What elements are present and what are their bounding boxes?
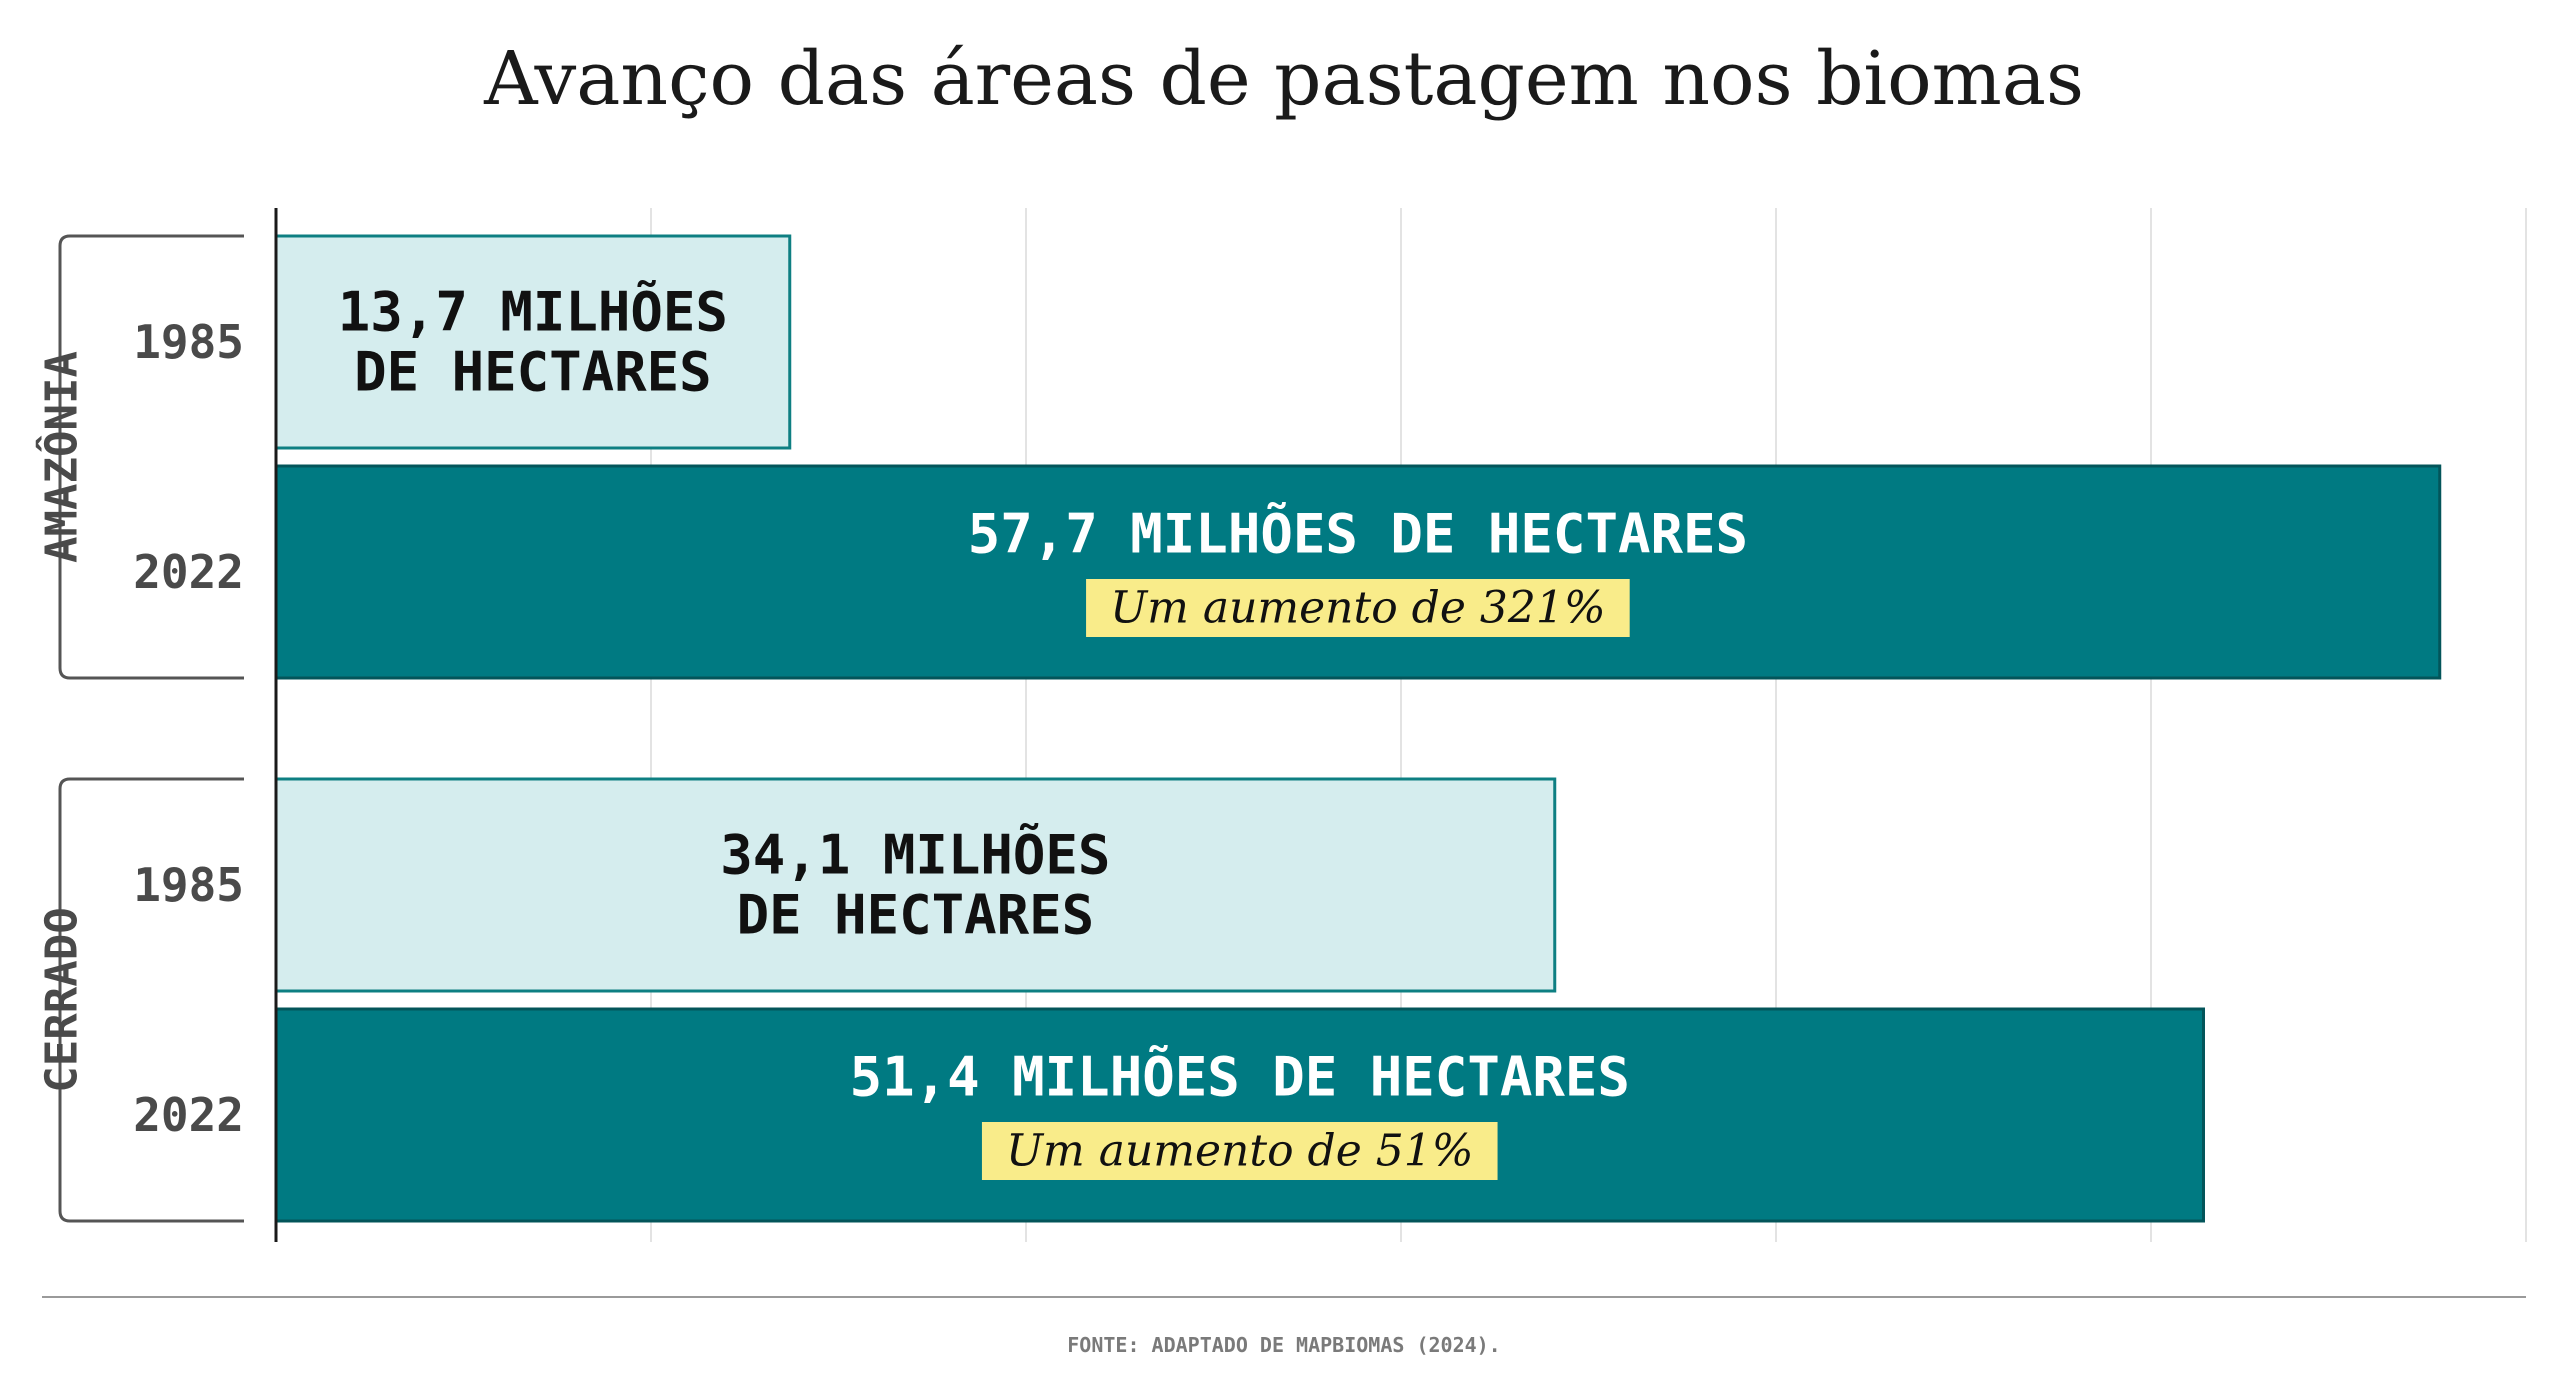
bar-cerrado-2022	[274, 1007, 2205, 1223]
bar-value-label: 51,4 MILHÕES DE HECTARES	[850, 1046, 1630, 1109]
year-label: 2022	[133, 1088, 244, 1142]
bar-amazônia-1985	[274, 234, 792, 450]
bar-cerrado-1985	[274, 777, 1557, 993]
bar-value-label: 57,7 MILHÕES DE HECTARES	[968, 503, 1748, 566]
bar-value-label: 13,7 MILHÕES	[338, 281, 728, 344]
bar-value-label: 34,1 MILHÕES	[720, 824, 1110, 887]
group-label: CERRADO	[37, 907, 88, 1092]
bar-value-label: DE HECTARES	[737, 884, 1095, 947]
group-bracket-1	[58, 777, 244, 1223]
increase-highlight	[981, 1122, 1498, 1180]
year-label: 1985	[133, 315, 244, 369]
group-bracket-0	[58, 234, 244, 680]
increase-label: Um aumento de 51%	[1006, 1126, 1474, 1177]
bar-value-label: DE HECTARES	[354, 341, 712, 404]
year-label: 1985	[133, 858, 244, 912]
increase-label: Um aumento de 321%	[1110, 583, 1606, 634]
group-label: AMAZÔNIA	[35, 351, 88, 563]
chart-title: Avanço das áreas de pastagem nos biomas	[483, 36, 2084, 122]
increase-highlight	[1086, 579, 1630, 637]
bar-amazônia-2022	[274, 464, 2442, 680]
group-brackets: AMAZÔNIA CERRADO	[35, 234, 244, 1223]
year-label: 2022	[133, 545, 244, 599]
source-note: FONTE: ADAPTADO DE MAPBIOMAS (2024).	[1067, 1333, 1500, 1357]
